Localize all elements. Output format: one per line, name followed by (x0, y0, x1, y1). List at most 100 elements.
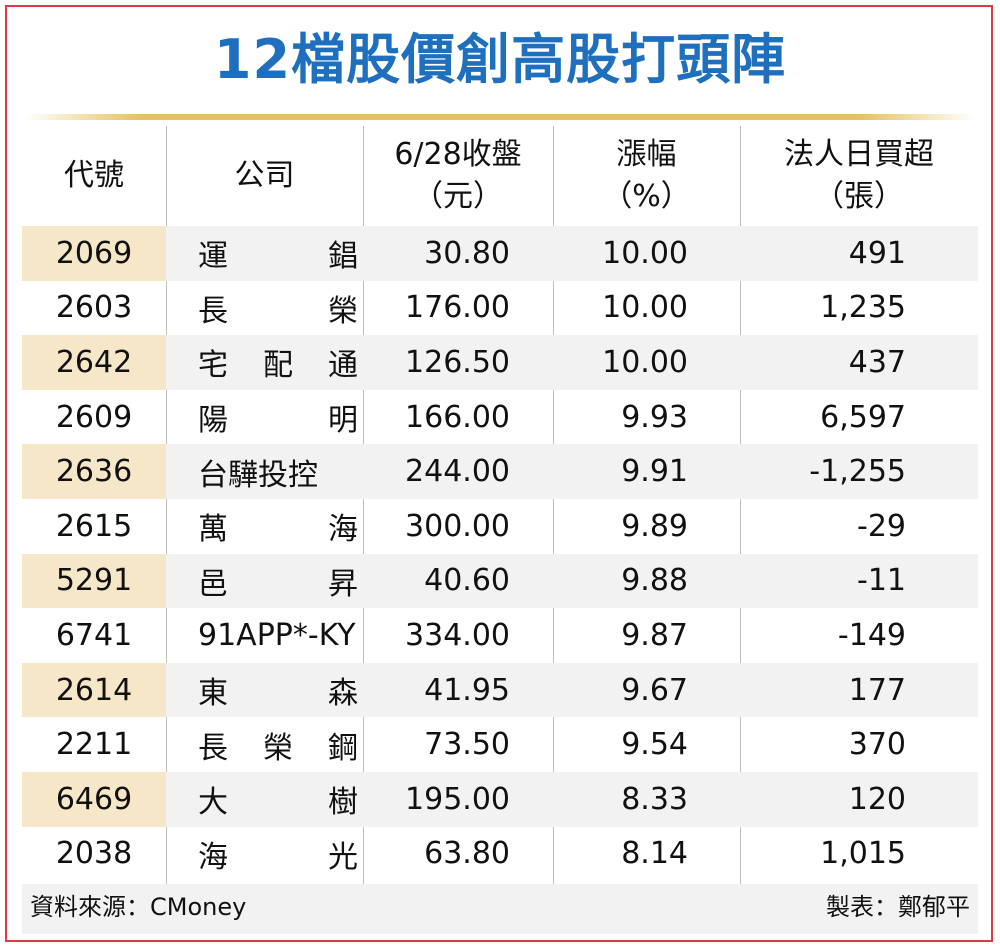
company-name-char: 配 (263, 348, 293, 384)
company-name-char: 森 (328, 676, 358, 712)
stock-code: 2038 (55, 836, 133, 872)
stock-code: 2603 (55, 290, 133, 326)
company-name: 長榮 (198, 281, 358, 336)
code-cell-background (22, 444, 166, 499)
column-divider (553, 126, 554, 884)
close-price: 244.00 (405, 454, 510, 490)
header-close: 6/28收盤 （元） (363, 130, 553, 222)
company-name: 宅配通 (198, 335, 358, 390)
institutional-net-buy: 370 (848, 727, 906, 763)
change-percent: 9.88 (621, 563, 688, 599)
maker-note: 製表：鄭郁平 (826, 893, 970, 921)
header-net-label: 法人日買超 (784, 137, 934, 172)
header-code-label: 代號 (64, 158, 124, 193)
company-name: 台驊投控 (198, 444, 358, 499)
company-name: 東森 (198, 663, 358, 718)
close-price: 40.60 (424, 563, 510, 599)
stock-code: 2069 (55, 235, 133, 271)
institutional-net-buy: 177 (848, 672, 906, 708)
company-name-char: 邑 (198, 566, 228, 602)
header-change-label: 漲幅 (616, 137, 677, 172)
company-name-char: 長 (198, 730, 228, 766)
table-row: 6741 91APP*-KY 334.00 9.87 -149 (22, 608, 978, 663)
company-name-char: 91APP*-KY (198, 617, 356, 653)
change-percent: 9.93 (621, 399, 688, 435)
close-price: 63.80 (424, 836, 510, 872)
code-cell-background (22, 772, 166, 827)
change-percent: 10.00 (602, 344, 688, 380)
close-price: 300.00 (405, 508, 510, 544)
company-name: 邑昇 (198, 554, 358, 609)
institutional-net-buy: -149 (837, 617, 906, 653)
header-company: 公司 (166, 130, 363, 222)
company-name-char: 宅 (198, 348, 228, 384)
company-name-char: 陽 (198, 403, 228, 439)
table-row: 6469 大樹 195.00 8.33 120 (22, 772, 978, 827)
table-row: 2615 萬海 300.00 9.89 -29 (22, 499, 978, 554)
company-name-char: 東 (198, 676, 228, 712)
table-row: 5291 邑昇 40.60 9.88 -11 (22, 553, 978, 609)
institutional-net-buy: 1,235 (820, 290, 906, 326)
company-name-char: 萬 (198, 512, 228, 548)
company-name-char: 長 (198, 293, 228, 329)
stock-code: 2614 (55, 672, 133, 708)
company-name-char: 明 (328, 403, 358, 439)
chart-title: 12檔股價創高股打頭陣 (213, 28, 787, 91)
change-percent: 10.00 (602, 290, 688, 326)
change-percent: 9.67 (621, 672, 688, 708)
change-percent: 8.14 (621, 836, 688, 872)
company-name: 陽明 (198, 390, 358, 445)
company-name: 91APP*-KY (198, 608, 358, 663)
company-name: 長榮鋼 (198, 717, 358, 772)
header-code: 代號 (22, 130, 166, 222)
company-name-char: 運 (198, 239, 228, 275)
close-price: 126.50 (405, 344, 510, 380)
company-name: 運錩 (198, 226, 358, 281)
change-percent: 9.91 (621, 454, 688, 490)
table-row: 2211 長榮鋼 73.50 9.54 370 (22, 717, 978, 772)
source-note: 資料來源：CMoney (30, 893, 247, 921)
close-price: 195.00 (405, 781, 510, 817)
institutional-net-buy: -29 (857, 508, 906, 544)
close-price: 41.95 (424, 672, 510, 708)
table-row: 2614 東森 41.95 9.67 177 (22, 662, 978, 718)
table-row: 2636 台驊投控 244.00 9.91 -1,255 (22, 444, 978, 499)
close-price: 73.50 (424, 727, 510, 763)
stock-code: 2211 (55, 727, 133, 763)
change-percent: 10.00 (602, 235, 688, 271)
header-company-label: 公司 (234, 158, 295, 193)
company-name-char: 昇 (328, 566, 358, 602)
header-close-unit: （元） (413, 179, 503, 214)
stock-code: 5291 (55, 563, 133, 599)
close-price: 166.00 (405, 399, 510, 435)
table-row: 2069 運錩 30.80 10.00 491 (22, 226, 978, 281)
header-net: 法人日買超 （張） (740, 130, 978, 222)
company-name-char: 海 (328, 512, 358, 548)
table-row: 2642 宅配通 126.50 10.00 437 (22, 335, 978, 390)
institutional-net-buy: -11 (857, 563, 906, 599)
company-name-char: 榮 (328, 293, 358, 329)
close-price: 30.80 (424, 235, 510, 271)
change-percent: 9.89 (621, 508, 688, 544)
stock-code: 6469 (55, 781, 133, 817)
header-close-label: 6/28收盤 (394, 137, 522, 172)
company-name-char: 光 (328, 839, 358, 875)
institutional-net-buy: 120 (848, 781, 906, 817)
header-change-unit: （%） (602, 179, 691, 214)
code-cell-background (22, 553, 166, 609)
change-percent: 9.87 (621, 617, 688, 653)
code-cell-background (22, 662, 166, 718)
close-price: 176.00 (405, 290, 510, 326)
company-name-char: 樹 (328, 785, 358, 821)
stock-code: 2609 (55, 399, 133, 435)
company-name-char: 鋼 (328, 730, 358, 766)
footer: 資料來源：CMoney 製表：鄭郁平 (22, 884, 978, 934)
company-name: 海光 (198, 827, 358, 882)
institutional-net-buy: 1,015 (820, 836, 906, 872)
company-name-char: 通 (328, 348, 358, 384)
change-percent: 8.33 (621, 781, 688, 817)
company-name: 萬海 (198, 499, 358, 554)
institutional-net-buy: -1,255 (809, 454, 906, 490)
code-cell-background (22, 226, 166, 281)
change-percent: 9.54 (621, 727, 688, 763)
